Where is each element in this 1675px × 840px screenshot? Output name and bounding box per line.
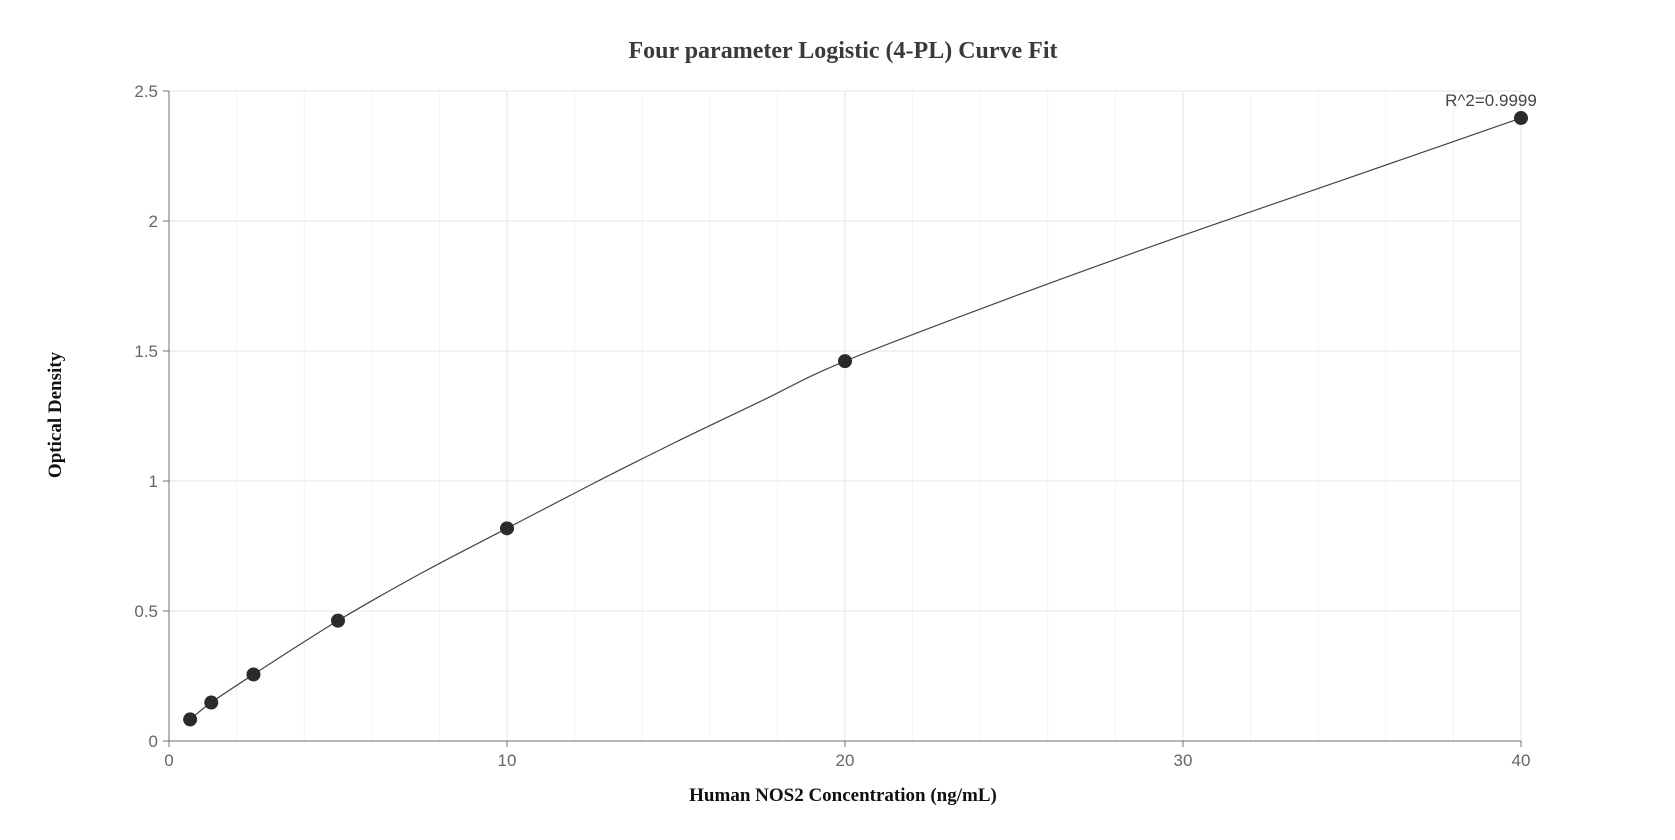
axes [163,90,1522,747]
data-points [183,111,1528,727]
fit-curve-line [189,117,1522,720]
y-tick-label: 2 [149,212,158,231]
y-tick-label: 0 [149,732,158,751]
x-tick-label: 0 [164,751,173,770]
y-axis-label: Optical Density [45,351,66,478]
data-point [204,695,219,710]
data-point [1514,111,1528,126]
x-tick-label: 30 [1174,751,1193,770]
y-tick-label: 1 [149,472,158,491]
y-tick-label: 0.5 [134,602,158,621]
x-axis-label: Human NOS2 Concentration (ng/mL) [689,785,997,806]
r-squared-annotation: R^2=0.9999 [1445,91,1537,110]
data-point [246,667,261,682]
data-point [838,354,852,369]
grid-major [169,90,1522,741]
y-tick-label: 1.5 [134,342,158,361]
grid-minor [236,91,1454,741]
x-tick-label: 20 [836,751,855,770]
tick-labels: 0 10 20 30 40 0 0.5 1 1.5 2 2.5 [134,82,1530,770]
data-point [331,613,345,628]
x-tick-label: 40 [1512,751,1531,770]
x-tick-label: 10 [498,751,517,770]
data-point [183,712,198,727]
chart-title: Four parameter Logistic (4-PL) Curve Fit [628,38,1057,64]
y-tick-label: 2.5 [134,82,158,101]
data-point [500,521,514,536]
